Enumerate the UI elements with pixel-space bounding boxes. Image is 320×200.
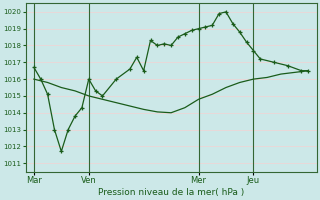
X-axis label: Pression niveau de la mer( hPa ): Pression niveau de la mer( hPa ) bbox=[98, 188, 244, 197]
